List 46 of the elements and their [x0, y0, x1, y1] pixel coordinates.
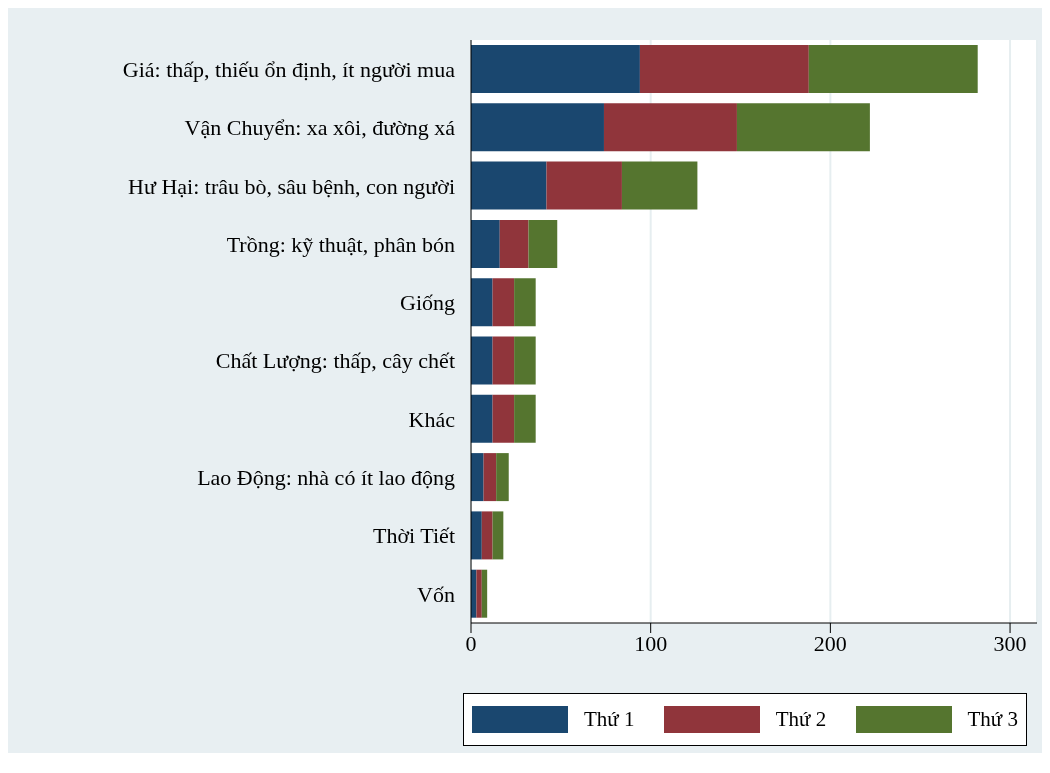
bar	[471, 278, 493, 327]
y-tick-label: Khác	[408, 406, 456, 432]
y-tick-label: Vốn	[417, 581, 455, 607]
y-tick-label: Thời Tiết	[373, 523, 455, 549]
bar	[492, 394, 515, 443]
legend-label: Thứ 2	[775, 707, 827, 732]
bar	[808, 45, 978, 93]
bar	[471, 394, 493, 443]
bar	[499, 219, 529, 268]
y-tick-label: Lao Động: nhà có ít lao động	[197, 465, 455, 491]
bar	[546, 161, 622, 210]
bar	[471, 161, 547, 210]
bar	[639, 45, 809, 93]
y-tick-label: Chất Lượng: thấp, cây chết	[215, 348, 455, 374]
y-tick-label: Hư Hại: trâu bò, sâu bệnh, con người	[128, 173, 455, 199]
legend-label: Thứ 3	[967, 707, 1018, 732]
bar	[471, 45, 640, 93]
x-tick-label: 200	[813, 630, 847, 656]
bar	[471, 511, 482, 560]
bar	[471, 219, 500, 268]
bar	[514, 336, 536, 385]
y-tick-label: Giá: thấp, thiếu ổn định, ít người mua	[122, 56, 456, 82]
bar	[496, 453, 509, 502]
bar	[492, 511, 504, 560]
bar	[481, 569, 488, 618]
bar	[514, 278, 536, 327]
y-tick-label: Giống	[400, 290, 455, 316]
bar	[476, 569, 482, 618]
y-tick-label: Vận Chuyển: xa xôi, đường xá	[184, 115, 456, 141]
x-tick-label: 100	[634, 630, 668, 656]
x-tick-label: 0	[465, 630, 477, 656]
bar	[492, 278, 515, 327]
bar	[481, 511, 493, 560]
bar	[621, 161, 698, 210]
bar	[483, 453, 497, 502]
y-tick-label: Trồng: kỹ thuật, phân bón	[226, 231, 455, 257]
bar	[492, 336, 515, 385]
bar	[736, 103, 870, 152]
bar	[603, 103, 737, 152]
bar	[471, 103, 604, 152]
legend-label: Thứ 1	[584, 707, 635, 732]
x-tick-label: 300	[993, 630, 1027, 656]
bar	[471, 453, 484, 502]
bar	[528, 219, 558, 268]
bar	[514, 394, 536, 443]
bar	[471, 336, 493, 385]
